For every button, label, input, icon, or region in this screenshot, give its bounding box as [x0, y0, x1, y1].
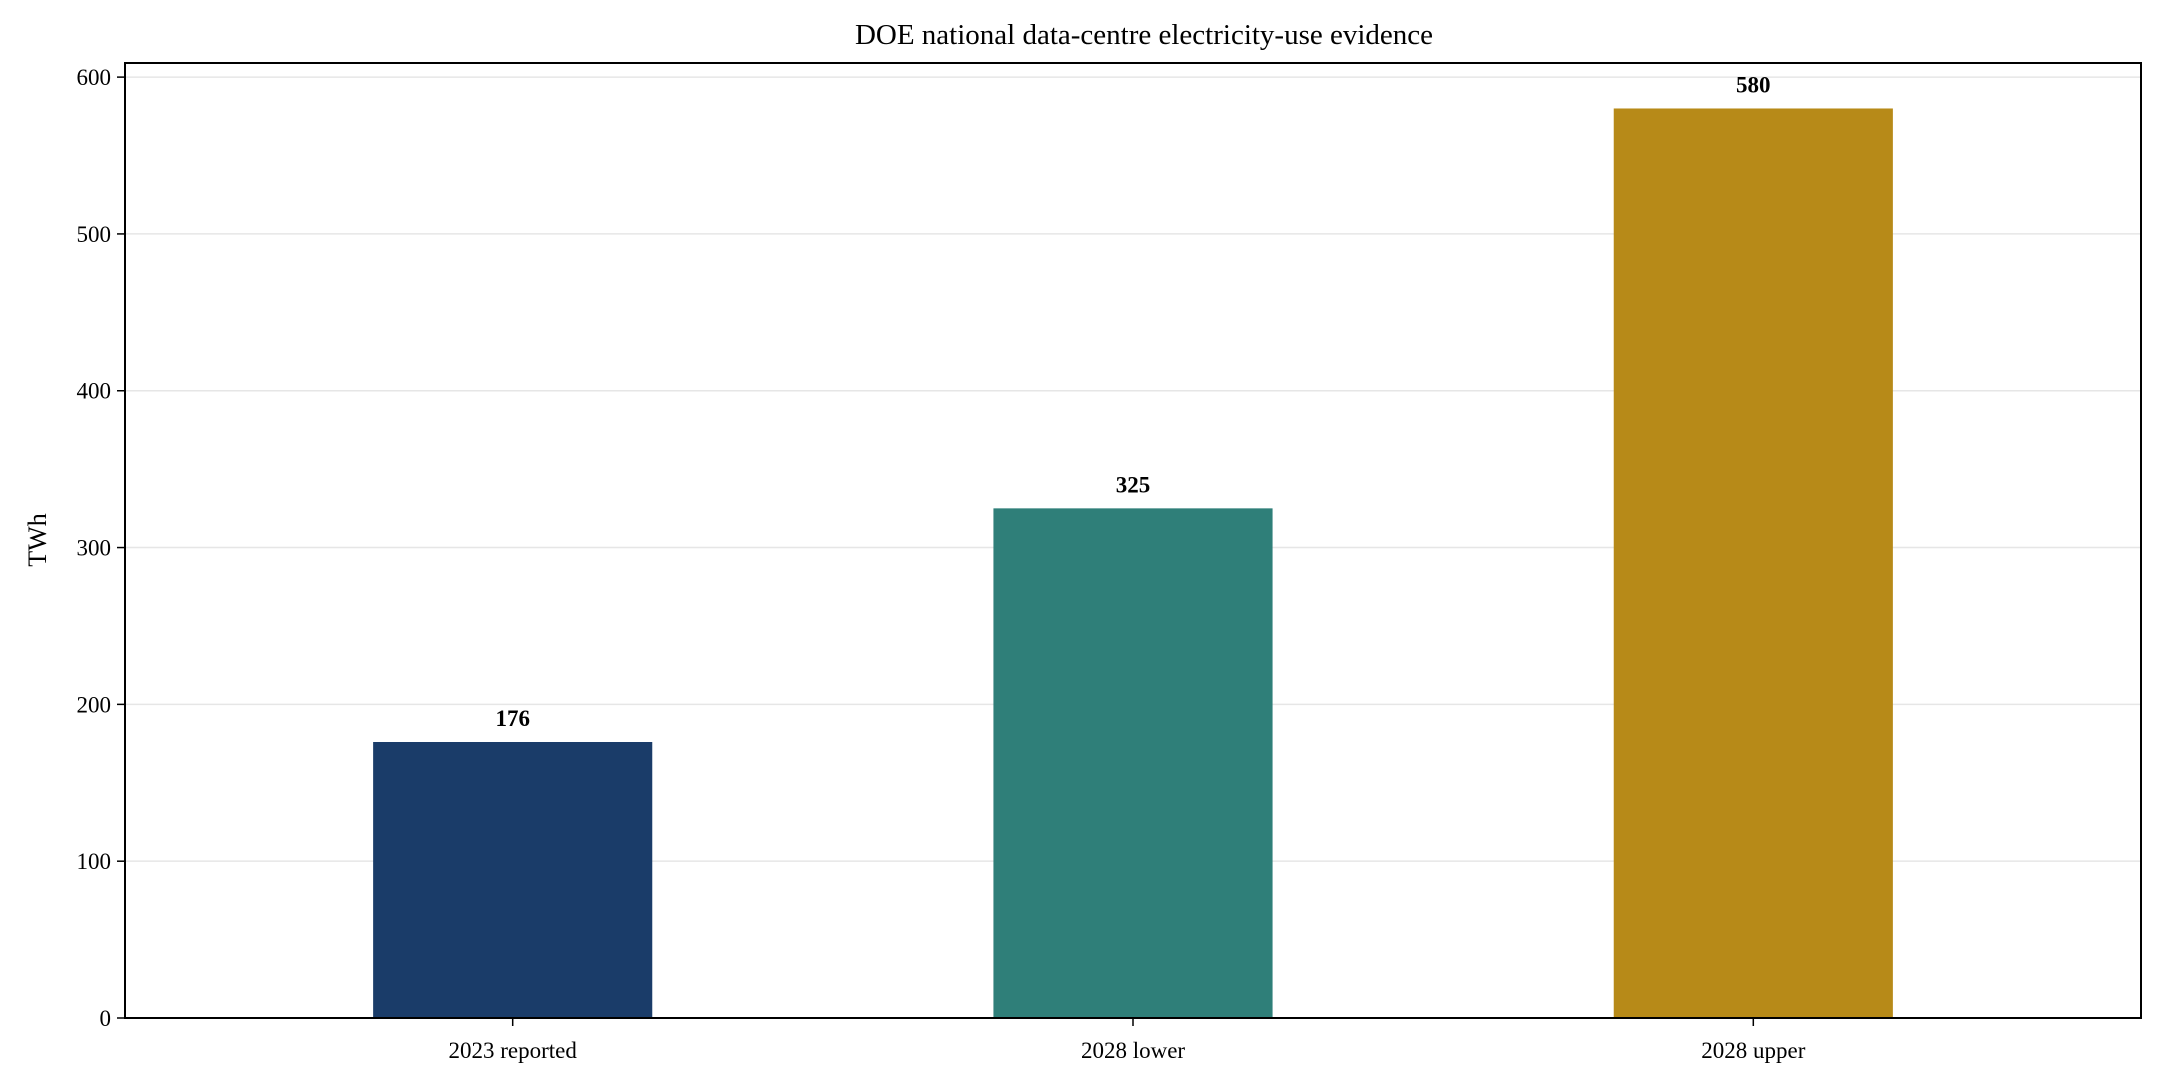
- y-tick-label: 200: [77, 692, 112, 717]
- bar-value-label: 580: [1736, 72, 1771, 97]
- data-labels: 176 325 580: [495, 72, 1770, 731]
- y-tick-label: 600: [77, 65, 112, 90]
- x-axis-ticks: 2023 reported 2028 lower 2028 upper: [448, 1018, 1806, 1063]
- chart-title: DOE national data-centre electricity-use…: [855, 19, 1433, 51]
- y-tick-label: 300: [77, 536, 112, 561]
- y-tick-label: 0: [100, 1006, 112, 1031]
- x-tick-label: 2023 reported: [448, 1038, 577, 1063]
- bar: [993, 508, 1273, 1018]
- y-tick-label: 400: [77, 379, 112, 404]
- x-tick-label: 2028 upper: [1701, 1038, 1805, 1063]
- bar: [373, 742, 653, 1018]
- y-tick-label: 500: [77, 222, 112, 247]
- plot-area-frame: [124, 62, 2142, 1019]
- x-tick-label: 2028 lower: [1081, 1038, 1185, 1063]
- y-axis-label: TWh: [23, 513, 52, 566]
- bars: [373, 108, 1893, 1018]
- y-axis-ticks: 0 100 200 300 400 500 600: [77, 65, 125, 1031]
- bar-value-label: 176: [495, 706, 530, 731]
- bar: [1613, 108, 1893, 1018]
- y-tick-label: 100: [77, 849, 112, 874]
- bar-value-label: 325: [1116, 472, 1151, 497]
